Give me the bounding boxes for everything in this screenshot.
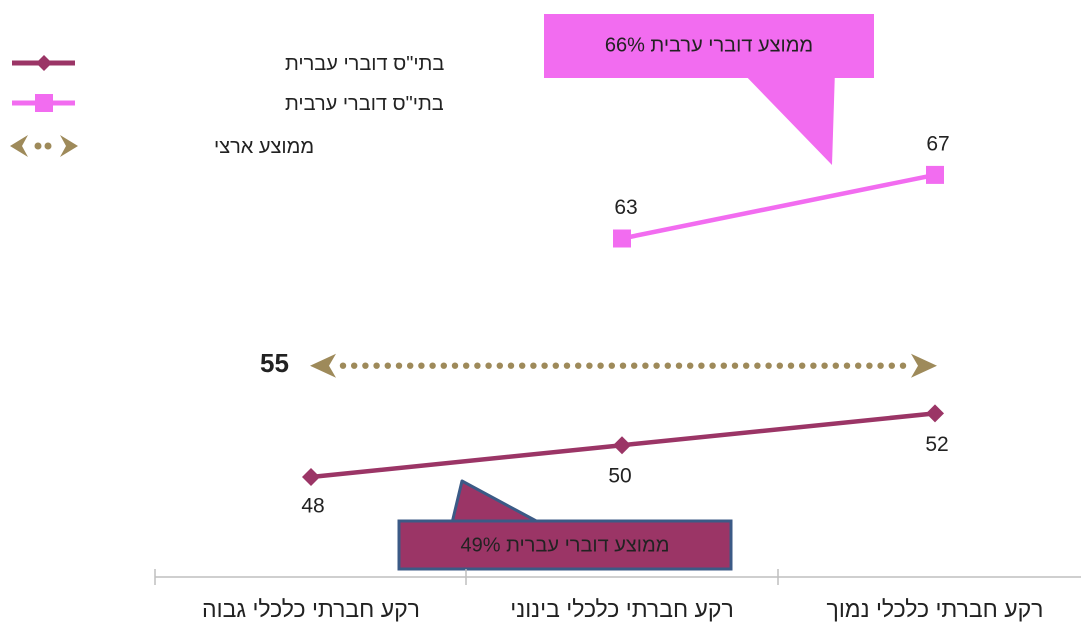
national-dot [675, 362, 683, 369]
callout-hebrew-box [397, 519, 733, 571]
national-dot [440, 362, 447, 369]
national-dot [799, 362, 806, 369]
data-label: 52 [925, 433, 948, 456]
data-point-square [926, 165, 944, 184]
national-dot [429, 362, 436, 369]
national-dot [384, 362, 391, 369]
legend-label-national: ממוצע ארצי [214, 136, 314, 158]
national-dot [877, 362, 884, 369]
national-dot [395, 362, 403, 369]
national-dot [743, 362, 750, 369]
national-dot [810, 362, 817, 369]
national-dot [698, 362, 705, 369]
national-average-value: 55 [260, 348, 289, 378]
callout-hebrew-tail [450, 479, 542, 525]
national-dot [821, 362, 828, 369]
national-dot [765, 362, 772, 369]
national-dot [642, 362, 649, 369]
legend-label-arabic: בתי"ס דוברי ערבית [285, 93, 444, 115]
legend: בתי"ס דוברי עברית בתי"ס דוברי ערבית ממוצ… [10, 53, 444, 158]
national-dot [776, 362, 783, 369]
national-dot [407, 362, 414, 369]
national-dot [474, 362, 481, 369]
national-dot [575, 362, 582, 369]
national-dot [485, 362, 492, 369]
national-dot [608, 362, 615, 369]
national-dot [362, 362, 369, 369]
legend-dot-icon [34, 142, 42, 150]
data-label: 50 [608, 465, 631, 488]
data-label: 63 [614, 196, 637, 219]
national-dot [843, 362, 851, 369]
national-dot [664, 362, 671, 369]
callout-arabic-tail [740, 70, 835, 165]
x-axis: רקע חברתי כלכלי גבוה רקע חברתי כלכלי בינו… [154, 569, 1081, 622]
callout-arabic-box [544, 14, 874, 78]
data-point-diamond [613, 436, 631, 455]
category-label: רקע חברתי כלכלי נמוך [827, 596, 1044, 622]
national-dot [832, 362, 839, 369]
national-dot [519, 362, 526, 369]
national-dot [787, 362, 795, 369]
legend-dot-icon [44, 142, 52, 150]
national-dot [720, 362, 727, 369]
national-dot [541, 362, 548, 369]
legend-label-hebrew: בתי"ס דוברי עברית [285, 53, 444, 75]
national-dot [351, 362, 358, 369]
national-dot [687, 362, 694, 369]
legend-item-national: ממוצע ארצי [10, 135, 314, 158]
data-point-diamond [926, 404, 944, 423]
legend-marker-square-icon [35, 94, 53, 112]
callout-arabic-text: ממוצע דוברי ערבית 66% [605, 34, 813, 56]
legend-arrow-left-icon [10, 135, 28, 157]
national-dot [507, 362, 515, 369]
callout-arabic-average: ממוצע דוברי ערבית 66% [544, 14, 874, 165]
data-label: 67 [926, 132, 949, 155]
category-label: רקע חברתי כלכלי גבוה [202, 596, 420, 622]
national-arrow-right-icon [911, 353, 937, 378]
national-dot [563, 362, 571, 369]
data-label: 48 [301, 495, 324, 518]
callout-hebrew-text: ממוצע דוברי עברית 49% [461, 534, 670, 556]
legend-marker-diamond-icon [36, 55, 52, 71]
national-dot [339, 362, 347, 369]
national-dot [731, 362, 739, 369]
national-dot [597, 362, 604, 369]
national-average-line [310, 353, 937, 378]
national-dot [463, 362, 470, 369]
data-point-diamond [302, 468, 320, 486]
national-dot [496, 362, 503, 369]
national-dot [451, 362, 459, 369]
data-point-square [613, 229, 631, 248]
national-dot [899, 362, 907, 369]
national-dot [619, 362, 627, 369]
national-dot [866, 362, 873, 369]
national-dot [754, 362, 761, 369]
legend-item-hebrew: בתי"ס דוברי עברית [12, 53, 444, 75]
category-label: רקע חברתי כלכלי בינוני [510, 596, 733, 622]
national-dot [709, 362, 716, 369]
series-line-arabic [621, 172, 936, 241]
legend-item-arabic: בתי"ס דוברי ערבית [12, 93, 444, 115]
national-dot [631, 362, 638, 369]
national-arrow-left-icon [310, 353, 336, 378]
national-dot [653, 362, 660, 369]
national-dot [888, 362, 895, 369]
national-dot [552, 362, 559, 369]
national-dot [418, 362, 425, 369]
callout-hebrew-average: ממוצע דוברי עברית 49% [397, 479, 733, 571]
national-dot [373, 362, 380, 369]
national-dot [530, 362, 537, 369]
plot-area: 48 50 52 63 67 [301, 132, 949, 517]
national-dot [855, 362, 862, 369]
legend-arrow-right-icon [60, 135, 78, 157]
national-dot [586, 362, 593, 369]
